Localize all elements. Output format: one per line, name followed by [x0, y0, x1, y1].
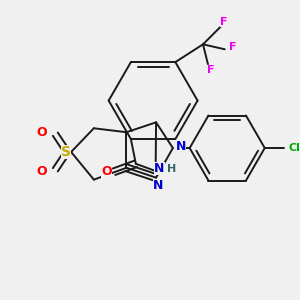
Text: Cl: Cl [288, 143, 300, 153]
Text: O: O [36, 126, 47, 139]
Text: S: S [61, 145, 71, 159]
Text: O: O [36, 165, 47, 178]
Text: F: F [207, 65, 215, 75]
Text: F: F [229, 42, 236, 52]
Text: N: N [154, 162, 165, 175]
Text: H: H [167, 164, 176, 174]
Text: N: N [153, 179, 163, 192]
Text: N: N [176, 140, 186, 152]
Text: O: O [101, 165, 112, 178]
Text: F: F [220, 16, 227, 27]
